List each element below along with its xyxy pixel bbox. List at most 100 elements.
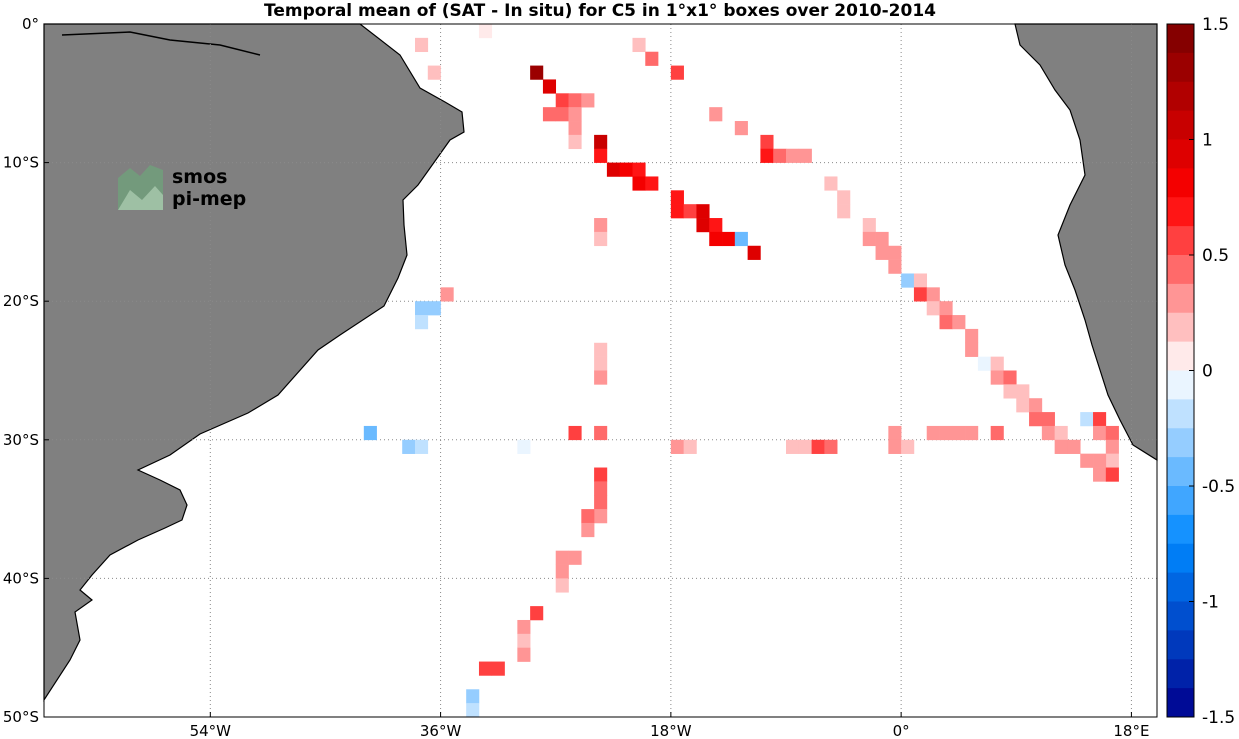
logo-mountain-shade	[118, 186, 163, 210]
colorbar-tick-label: -1	[1202, 593, 1219, 613]
heatmap-cell	[594, 495, 608, 510]
heatmap-cell	[1003, 370, 1017, 385]
heatmap-cell	[990, 356, 1004, 371]
heatmap-cell	[594, 218, 608, 233]
heatmap-cell	[542, 79, 557, 94]
colorbar-step	[1167, 168, 1194, 198]
heatmap-cell	[862, 231, 876, 247]
heatmap-cell	[594, 467, 608, 482]
heatmap-cell	[913, 287, 928, 302]
heatmap-cell	[632, 37, 646, 53]
heatmap-cell	[491, 661, 505, 676]
heatmap-cell	[926, 425, 940, 441]
heatmap-cell	[1093, 425, 1107, 441]
heatmap-cell	[901, 439, 915, 454]
heatmap-cell	[952, 315, 966, 330]
heatmap-cell	[568, 134, 582, 150]
heatmap-cell	[670, 65, 684, 80]
heatmap-cell	[888, 259, 902, 274]
heatmap-cell	[875, 245, 889, 260]
x-tick-label: 54°W	[190, 722, 232, 739]
heatmap-cell	[466, 703, 480, 718]
heatmap-cell	[594, 342, 608, 357]
heatmap-cell	[594, 425, 608, 441]
heatmap-cell	[837, 204, 851, 219]
heatmap-cell	[670, 439, 684, 454]
heatmap-cell	[594, 370, 608, 385]
heatmap-cell	[722, 231, 736, 247]
colorbar-ticks: 1.5 1 0.5 0 -0.5 -1 -1.5	[1189, 15, 1235, 728]
heatmap-cell	[990, 370, 1004, 385]
heatmap-cell	[415, 439, 429, 454]
colorbar-steps	[1167, 24, 1194, 718]
colorbar-step	[1167, 457, 1194, 487]
heatmap-cell	[888, 245, 902, 260]
colorbar-step	[1167, 24, 1194, 54]
heatmap-cell	[645, 176, 659, 191]
colorbar-step	[1167, 370, 1194, 400]
heatmap-cell	[632, 176, 646, 191]
heatmap-cell	[1041, 412, 1055, 427]
y-axis-ticks: 0° 10°S 20°S 30°S 40°S 50°S	[3, 15, 49, 726]
heatmap-cell	[734, 231, 748, 247]
x-tick-label: 18°W	[650, 722, 692, 739]
y-tick-label: 30°S	[3, 431, 39, 449]
heatmap-cell	[875, 231, 889, 247]
heatmap-cell	[427, 301, 441, 316]
colorbar-tick-label: -0.5	[1202, 477, 1235, 497]
heatmap-cell	[965, 328, 979, 344]
colorbar-step	[1167, 226, 1194, 256]
y-tick-label: 0°	[22, 15, 39, 33]
heatmap-cell	[952, 425, 966, 441]
heatmap-cell	[1093, 412, 1107, 427]
heatmap-cell	[530, 65, 544, 80]
colorbar-step	[1167, 572, 1194, 602]
heatmap-cell	[594, 356, 608, 371]
heatmap-cell	[734, 121, 748, 136]
heatmap-cell	[939, 301, 953, 316]
heatmap-cell	[478, 24, 493, 39]
heatmap-cell	[517, 439, 531, 454]
colorbar-step	[1167, 341, 1194, 371]
colorbar-tick-label: 1.5	[1202, 15, 1229, 35]
heatmap-cell	[632, 162, 646, 177]
colorbar-step	[1167, 110, 1194, 140]
heatmap-cell	[402, 439, 416, 454]
heatmap-cell	[683, 204, 697, 219]
heatmap-cell	[1080, 412, 1094, 427]
heatmap-cell	[939, 425, 953, 441]
heatmap-cell	[440, 287, 454, 302]
heatmap-cell	[888, 425, 902, 441]
heatmap-cell	[415, 37, 429, 53]
y-tick-label: 20°S	[3, 292, 39, 310]
heatmap-cell	[645, 51, 659, 66]
y-tick-label: 50°S	[3, 708, 39, 726]
colorbar-step	[1167, 428, 1194, 458]
heatmap-cell	[1105, 453, 1119, 468]
heatmap-cell	[581, 93, 595, 108]
heatmap-cell	[594, 148, 608, 163]
heatmap-cell	[1029, 412, 1043, 427]
heatmap-cell	[568, 107, 582, 122]
heatmap-cell	[517, 619, 531, 635]
heatmap-cell	[1054, 439, 1068, 454]
heatmap-cell	[542, 107, 557, 122]
heatmap-cell	[581, 522, 595, 538]
heatmap-cell	[555, 93, 569, 108]
colorbar-tick-label: 1	[1202, 131, 1213, 151]
heatmap-cell	[363, 425, 377, 441]
colorbar-step	[1167, 688, 1194, 718]
heatmap-cell	[913, 273, 928, 288]
heatmap-cell	[965, 342, 979, 357]
heatmap-cell	[837, 190, 851, 205]
heatmap-cell	[594, 231, 608, 247]
x-tick-label: 36°W	[420, 722, 462, 739]
heatmap-cell	[824, 439, 838, 454]
brazil-bulge-coast	[61, 31, 261, 56]
heatmap-cell	[415, 315, 429, 330]
heatmap-cell	[581, 509, 595, 524]
heatmap-cells	[363, 24, 1119, 718]
colorbar-step	[1167, 283, 1194, 314]
heatmap-cell	[594, 481, 608, 496]
heatmap-cell	[977, 356, 991, 371]
